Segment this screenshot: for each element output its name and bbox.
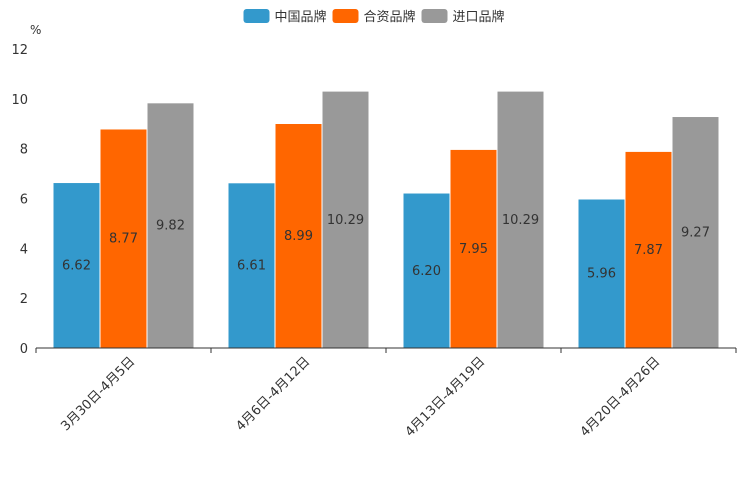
x-tick-label: 4月13日-4月19日 xyxy=(403,354,489,440)
legend-label: 中国品牌 xyxy=(275,9,327,25)
y-tick-label: 12 xyxy=(11,43,28,58)
bar xyxy=(228,183,275,348)
y-tick-label: 10 xyxy=(11,93,28,108)
legend: 中国品牌 合资品牌 进口品牌 xyxy=(243,9,505,25)
bar xyxy=(672,117,719,349)
bar xyxy=(147,103,194,349)
legend-swatch xyxy=(332,9,359,23)
bar xyxy=(625,151,672,348)
bar-value-label: 5.96 xyxy=(587,267,616,282)
bar xyxy=(100,129,147,348)
x-tick-label: 4月6日-4月12日 xyxy=(233,354,313,434)
bar-value-label: 7.87 xyxy=(634,243,663,258)
bar-value-label: 9.27 xyxy=(681,226,710,241)
x-axis: 3月30日-4月5日 4月6日-4月12日 4月13日-4月19日 4月20日-4月2… xyxy=(35,347,737,440)
bar xyxy=(403,193,450,348)
bar-value-label: 10.29 xyxy=(502,213,539,228)
bar-value-label: 9.82 xyxy=(156,219,185,234)
legend-swatch xyxy=(421,9,448,23)
y-axis-unit-label: % xyxy=(30,23,41,37)
legend-label: 进口品牌 xyxy=(453,9,505,25)
bar-value-label: 6.62 xyxy=(62,259,91,274)
bar xyxy=(578,199,625,348)
y-axis: 0 2 4 6 8 10 12 xyxy=(11,43,28,357)
y-tick-label: 4 xyxy=(20,242,28,257)
x-tick-label: 4月20日-4月26日 xyxy=(578,354,664,440)
bar xyxy=(53,183,100,348)
bar-value-label: 8.77 xyxy=(109,232,138,247)
bars: 6.62 8.77 9.82 6.61 8.99 10.29 6.20 7.95 10.29 5.… xyxy=(53,91,719,349)
y-tick-label: 2 xyxy=(20,292,28,307)
x-tick-label: 3月30日-4月5日 xyxy=(58,354,138,434)
y-tick-label: 8 xyxy=(20,143,28,158)
y-tick-label: 0 xyxy=(20,342,28,357)
legend-label: 合资品牌 xyxy=(364,9,416,25)
legend-swatch xyxy=(243,9,270,23)
y-tick-label: 6 xyxy=(20,193,28,208)
bar-value-label: 6.20 xyxy=(412,264,441,279)
bar-value-label: 8.99 xyxy=(284,229,313,244)
bar xyxy=(275,123,322,348)
bar xyxy=(322,91,369,349)
bar-value-label: 6.61 xyxy=(237,259,266,274)
bar xyxy=(450,149,497,348)
bar-value-label: 10.29 xyxy=(327,213,364,228)
bar xyxy=(497,91,544,349)
bar-value-label: 7.95 xyxy=(459,242,488,257)
